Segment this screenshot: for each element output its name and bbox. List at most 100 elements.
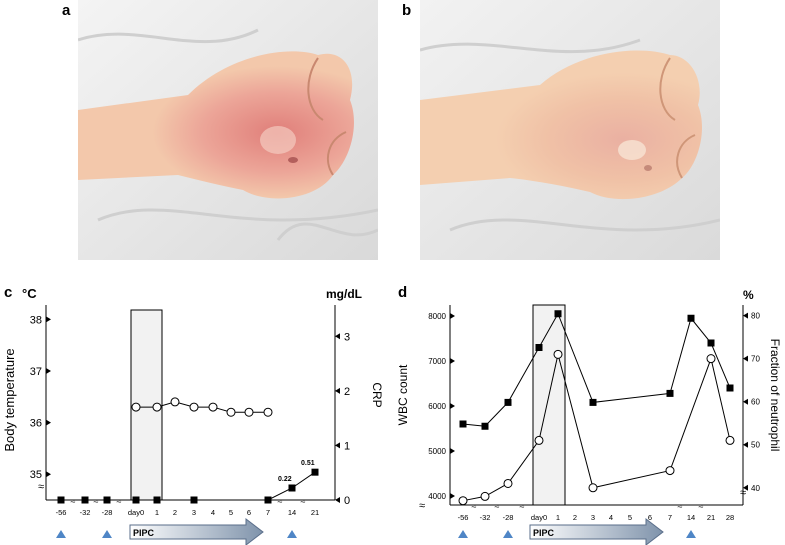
dose-triangle-marker	[503, 530, 513, 538]
y-tick-mark	[46, 419, 51, 426]
y-tick-label: 38	[30, 314, 42, 326]
x-tick-label: 1	[155, 508, 159, 517]
data-point-square	[535, 344, 543, 351]
x-axis-break: ≈	[678, 501, 683, 511]
pipc-arrow	[529, 517, 664, 545]
panel-label-b: b	[402, 2, 412, 19]
x-axis-break: ≈	[495, 501, 500, 511]
x-tick-label: 3	[591, 513, 595, 522]
x-tick-label: 7	[266, 508, 270, 517]
chart-wbc-neutrophil: % WBC count Fraction of neutrophil ≈ ≈ P…	[396, 288, 782, 545]
data-point-square	[666, 389, 674, 397]
x-tick-label: 7	[668, 513, 672, 522]
data-point-square	[554, 310, 562, 318]
y-tick-mark	[46, 316, 51, 323]
x-tick-label: 5	[229, 508, 233, 517]
y2-tick-mark	[743, 484, 748, 491]
panel-label-d: d	[398, 284, 408, 301]
x-tick-label: 21	[707, 513, 715, 522]
x-axis-break: ≈	[278, 496, 283, 506]
y-tick-label: 8000	[428, 312, 446, 321]
data-point-circle	[152, 402, 162, 412]
pipc-label: PIPC	[133, 528, 155, 538]
treatment-box	[532, 304, 566, 506]
photo-swollen-hand-before	[78, 0, 378, 260]
y-tick-mark	[450, 358, 455, 364]
data-point-circle	[189, 402, 199, 412]
y-tick-mark	[46, 367, 51, 374]
y2-tick-mark	[335, 442, 340, 449]
right-unit-label: mg/dL	[326, 287, 362, 301]
y2-tick-mark	[743, 355, 748, 362]
data-point-circle	[534, 435, 544, 445]
data-point-square	[264, 496, 272, 504]
x-tick-label: day0	[531, 513, 547, 522]
data-label: 0.51	[301, 460, 315, 467]
y2-tick-label: 70	[751, 355, 760, 364]
dose-triangle-marker	[686, 530, 696, 538]
x-tick-label: -32	[80, 508, 91, 517]
y-tick-label: 37	[30, 366, 42, 378]
y2-tick-label: 0	[344, 495, 350, 507]
x-axis-break: ≈	[94, 496, 99, 506]
x-tick-label: 1	[556, 513, 560, 522]
y2-tick-mark	[335, 387, 340, 394]
y-tick-mark	[450, 313, 455, 319]
y2-tick-label: 60	[751, 398, 760, 407]
data-point-square	[57, 496, 65, 504]
x-tick-label: 21	[311, 508, 319, 517]
y2-tick-mark	[743, 441, 748, 448]
y-tick-label: 35	[30, 469, 42, 481]
y-tick-mark	[450, 403, 455, 409]
photo-swollen-hand-after	[420, 0, 720, 260]
x-tick-label: 4	[211, 508, 215, 517]
y2-tick-label: 50	[751, 441, 760, 450]
chart-body-temperature-crp: °C mg/dL Body temperature CRP ≈ PIPC 38 3…	[2, 286, 384, 545]
y2-tick-mark	[743, 312, 748, 319]
data-point-circle	[244, 407, 254, 417]
y2-tick-label: 2	[344, 386, 350, 398]
x-tick-label: -32	[480, 513, 491, 522]
x-tick-label: 6	[648, 513, 652, 522]
data-point-circle	[480, 491, 490, 501]
x-tick-label: 28	[726, 513, 734, 522]
data-point-square	[687, 314, 695, 322]
data-point-circle	[226, 407, 236, 417]
left-unit-label: °C	[22, 286, 37, 301]
data-point-square	[481, 422, 489, 430]
x-tick-label: 2	[573, 513, 577, 522]
data-point-circle	[263, 407, 273, 417]
y-tick-label: 7000	[428, 357, 446, 366]
x-tick-label: 5	[628, 513, 632, 522]
series-line-2	[61, 471, 316, 501]
y-tick-label: 36	[30, 418, 42, 430]
y2-tick-label: 3	[344, 331, 350, 343]
series-line-1	[462, 312, 731, 427]
pipc-label: PIPC	[533, 528, 555, 538]
y2-axis-title: Fraction of neutrophil	[768, 339, 782, 452]
data-point-square	[707, 339, 715, 347]
y2-tick-label: 40	[751, 484, 760, 493]
y-tick-mark	[46, 471, 51, 478]
x-tick-label: -28	[102, 508, 113, 517]
x-axis-break: ≈	[520, 501, 525, 511]
data-point-circle	[588, 483, 598, 493]
series-line-2	[462, 354, 731, 502]
data-point-circle	[553, 349, 563, 359]
x-tick-label: 3	[192, 508, 196, 517]
axis-break-mark-right: ≈	[740, 487, 746, 499]
dose-triangle-marker	[56, 530, 66, 538]
dose-triangle-marker	[458, 530, 468, 538]
data-point-square	[103, 496, 111, 504]
x-axis-break: ≈	[117, 496, 122, 506]
data-point-square	[288, 484, 296, 492]
data-point-circle	[458, 496, 468, 506]
x-tick-label: 6	[247, 508, 251, 517]
data-point-square	[81, 496, 89, 504]
data-point-circle	[131, 402, 141, 412]
y-axis-title: WBC count	[396, 364, 410, 425]
y2-tick-mark	[743, 398, 748, 405]
data-point-circle	[170, 397, 180, 407]
data-point-square	[589, 398, 597, 406]
y2-tick-mark	[335, 333, 340, 340]
